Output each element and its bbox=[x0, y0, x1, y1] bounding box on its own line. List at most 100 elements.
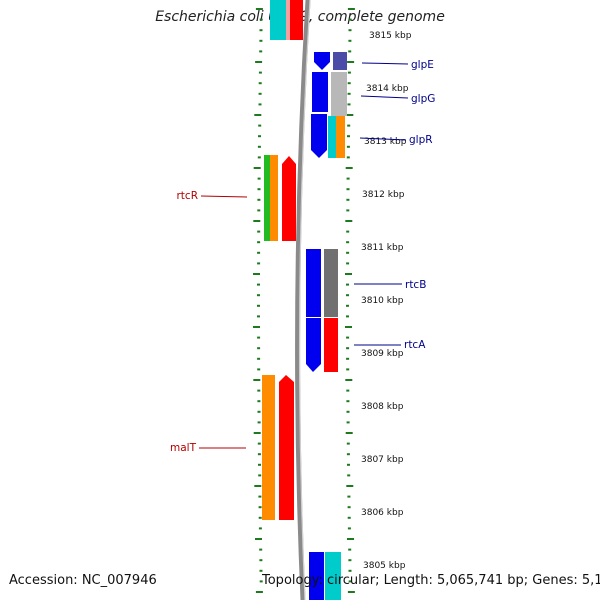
ruler-tick-left bbox=[257, 188, 261, 191]
ruler-tick-left bbox=[257, 156, 261, 159]
feature-block-rtcR-green bbox=[264, 155, 270, 241]
ruler-tick-left bbox=[255, 61, 263, 63]
ruler-tick-right bbox=[347, 61, 355, 63]
ruler-tick-left bbox=[255, 538, 262, 540]
gene-arrow-glpE bbox=[314, 52, 330, 70]
ruler-tick-left bbox=[259, 559, 263, 562]
ruler-tick-right bbox=[346, 347, 350, 350]
ruler-tick-left bbox=[257, 198, 261, 201]
ruler-tick-left bbox=[253, 273, 260, 275]
ruler-tick-right bbox=[346, 421, 350, 424]
feature-block-malT-orange bbox=[262, 375, 275, 520]
left-ruler-dots bbox=[253, 8, 263, 593]
ruler-tick-right bbox=[346, 368, 350, 371]
ruler-tick-right bbox=[346, 241, 350, 244]
ruler-tick-left bbox=[257, 145, 261, 148]
feature-block-rtcA-track2 bbox=[324, 318, 338, 372]
ruler-tick-left bbox=[258, 495, 262, 498]
ruler-tick-left bbox=[259, 18, 263, 21]
topology-text: Topology: circular; Length: 5,065,741 bp… bbox=[262, 573, 600, 588]
ruler-tick-left bbox=[258, 82, 262, 85]
feature-block-glpR-orange bbox=[336, 116, 345, 158]
ruler-tick-right bbox=[346, 251, 350, 254]
ruler-tick-right bbox=[345, 220, 353, 222]
gene-leader-rtcR bbox=[200, 195, 248, 198]
ruler-label: 3805 kbp bbox=[363, 561, 406, 571]
ruler-tick-left bbox=[258, 103, 262, 106]
gene-arrow-glpR bbox=[311, 114, 327, 158]
ruler-tick-left bbox=[257, 347, 261, 350]
ruler-tick-right bbox=[346, 315, 349, 318]
ruler-tick-left bbox=[259, 548, 263, 551]
gene-leader-glpG bbox=[360, 95, 409, 99]
ruler-tick-right bbox=[345, 379, 353, 381]
ruler-tick-left bbox=[254, 485, 262, 487]
feature-block-rtcR-orange bbox=[270, 155, 278, 241]
ruler-tick-right bbox=[345, 432, 353, 434]
ruler-label: 3808 kbp bbox=[361, 402, 404, 412]
ruler-tick-right bbox=[345, 273, 352, 275]
ruler-tick-left bbox=[258, 516, 262, 519]
ruler-tick-left bbox=[257, 294, 260, 297]
gene-leader-glpE bbox=[361, 62, 409, 65]
gene-label-rtcR: rtcR bbox=[176, 190, 198, 202]
ruler-tick-right bbox=[346, 156, 350, 159]
ruler-label: 3815 kbp bbox=[369, 31, 412, 41]
ruler-tick-left bbox=[258, 92, 262, 95]
ruler-tick-left bbox=[257, 304, 260, 307]
ruler-tick-left bbox=[259, 39, 263, 42]
feature-blocks bbox=[262, 0, 347, 600]
ruler-tick-left bbox=[253, 167, 261, 169]
ruler-tick-right bbox=[347, 8, 355, 10]
gene-label-rtcA: rtcA bbox=[404, 339, 426, 351]
ruler-tick-right bbox=[346, 114, 354, 116]
ruler-tick-left bbox=[257, 209, 261, 212]
ruler-tick-left bbox=[257, 389, 261, 392]
ruler-tick-right bbox=[346, 389, 350, 392]
ruler-tick-left bbox=[259, 50, 263, 53]
ruler-tick-right bbox=[346, 442, 350, 445]
ruler-tick-left bbox=[257, 336, 261, 339]
ruler-tick-right bbox=[346, 304, 349, 307]
ruler-tick-right bbox=[346, 230, 350, 233]
gene-label-glpG: glpG bbox=[411, 93, 435, 105]
gene-leader-glpR bbox=[359, 137, 407, 141]
ruler-tick-right bbox=[346, 262, 350, 265]
ruler-tick-left bbox=[253, 379, 261, 381]
genome-backbone bbox=[295, 0, 311, 600]
gene-block-glpG bbox=[312, 72, 328, 112]
ruler-tick-left bbox=[258, 527, 262, 530]
ruler-tick-left bbox=[259, 569, 263, 572]
ruler-tick-right bbox=[347, 103, 351, 106]
ruler-tick-right bbox=[346, 209, 350, 212]
gene-block-rtcB bbox=[306, 249, 321, 317]
ruler-tick-left bbox=[257, 241, 261, 244]
gene-label-glpR: glpR bbox=[409, 134, 433, 146]
feature-block-pink-top bbox=[286, 0, 290, 40]
gene-label-rtcB: rtcB bbox=[405, 279, 426, 291]
ruler-tick-right bbox=[346, 294, 349, 297]
ruler-tick-left bbox=[258, 135, 261, 138]
ruler-tick-left bbox=[253, 432, 261, 434]
gene-arrow-malT bbox=[279, 375, 294, 520]
ruler-labels: 3815 kbp 3814 kbp 3813 kbp 3812 kbp 3811 kbp… bbox=[361, 31, 412, 571]
ruler-tick-left bbox=[257, 368, 261, 371]
ruler-label: 3811 kbp bbox=[361, 243, 404, 253]
ruler-tick-right bbox=[347, 495, 351, 498]
ruler-tick-right bbox=[346, 400, 350, 403]
accession-text: Accession: NC_007946 bbox=[9, 573, 157, 588]
ruler-tick-right bbox=[347, 474, 351, 477]
ruler-tick-right bbox=[348, 39, 352, 42]
feature-block-blue-bottom bbox=[309, 552, 324, 600]
ruler-tick-left bbox=[257, 400, 261, 403]
ruler-tick-left bbox=[255, 591, 263, 593]
ruler-tick-right bbox=[346, 198, 350, 201]
gene-leader-lines bbox=[199, 62, 409, 449]
ruler-tick-right bbox=[346, 188, 350, 191]
ruler-tick-right bbox=[347, 516, 351, 519]
ruler-tick-right bbox=[347, 124, 351, 127]
ruler-tick-right bbox=[347, 506, 351, 509]
ruler-label: 3809 kbp bbox=[361, 349, 404, 359]
ruler-tick-left bbox=[257, 283, 260, 286]
